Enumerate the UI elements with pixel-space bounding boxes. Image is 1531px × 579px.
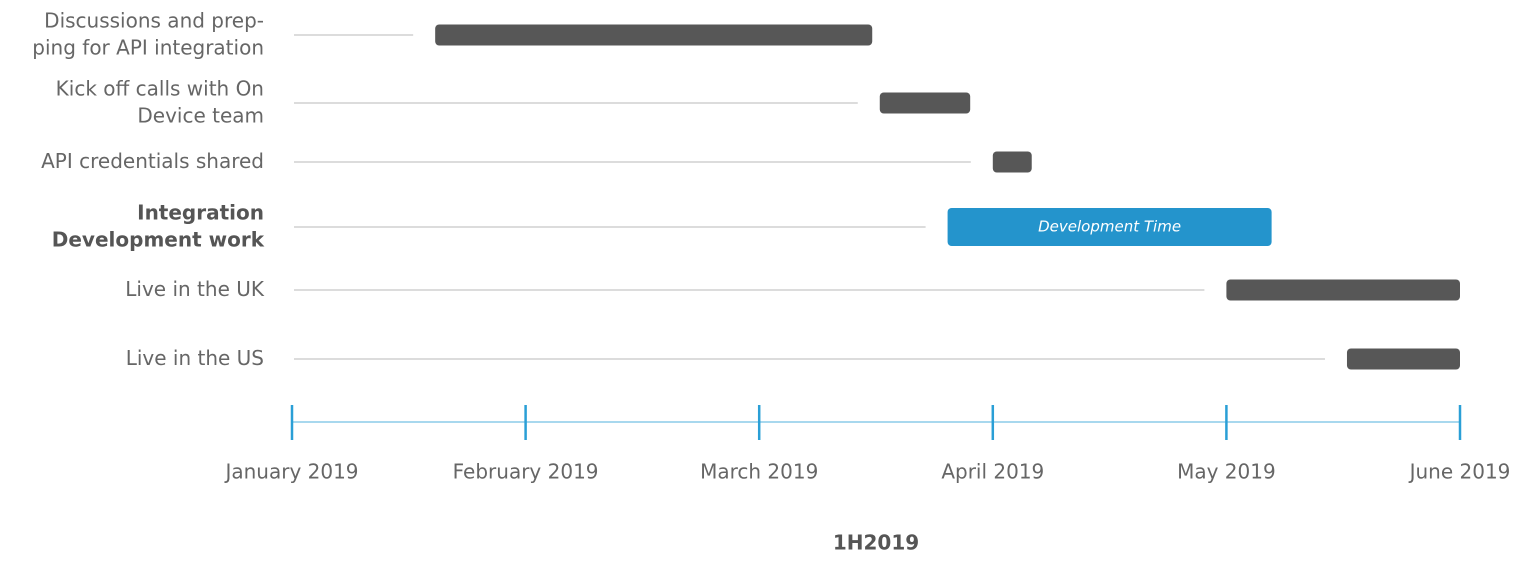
task-label-line: ping for API integration xyxy=(32,35,264,59)
task-bar xyxy=(879,92,971,114)
task-label-line: Live in the UK xyxy=(125,277,265,301)
task-bar xyxy=(1346,348,1460,370)
task-label: Integration Development work xyxy=(52,200,265,251)
task-label: Kick off calls with On Device team xyxy=(56,76,264,127)
task-label-line: Development work xyxy=(52,227,265,251)
x-tick-label: May 2019 xyxy=(1177,460,1276,484)
task-label-line: Integration xyxy=(137,200,264,224)
task-label: Live in the UK xyxy=(125,277,265,301)
x-tick-label: April 2019 xyxy=(941,460,1044,484)
task-bar xyxy=(435,24,873,46)
axis-title: 1H2019 xyxy=(833,531,919,555)
x-tick-label: March 2019 xyxy=(700,460,818,484)
task-label: Discussions and prep-ping for API integr… xyxy=(32,8,264,59)
x-tick-label: January 2019 xyxy=(223,460,358,484)
task-label-line: API credentials shared xyxy=(41,149,264,173)
task-label-line: Discussions and prep- xyxy=(44,8,264,32)
task-label-line: Kick off calls with On xyxy=(56,76,264,100)
task-bar xyxy=(992,151,1032,173)
task-bar xyxy=(1226,279,1460,301)
task-bar xyxy=(947,208,1272,246)
task-label: Live in the US xyxy=(126,346,264,370)
task-label-line: Device team xyxy=(137,103,264,127)
x-tick-label: June 2019 xyxy=(1408,460,1511,484)
bar-label: Development Time xyxy=(1038,218,1181,236)
x-tick-label: February 2019 xyxy=(453,460,599,484)
task-label: API credentials shared xyxy=(41,149,264,173)
task-label-line: Live in the US xyxy=(126,346,264,370)
